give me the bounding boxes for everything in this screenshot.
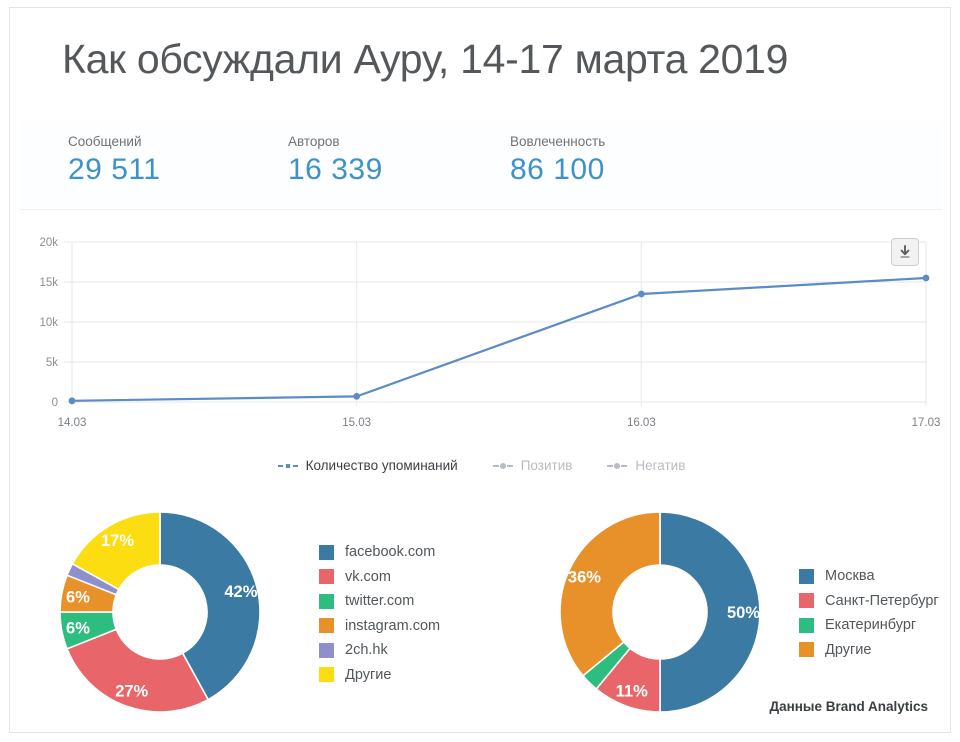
donut-segment[interactable] [559,511,661,677]
sources-donut-chart: 42% 27% 6% 6% 17% [53,505,267,719]
donut-segment-value-label: 27% [115,683,148,701]
legend-item-label: Количество упоминаний [305,458,458,473]
kpi-engagement-label: Вовлеченность [510,134,606,149]
line-chart-plot: 0 5k 10k 15k 20k 14.03 15.03 16.03 17.03 [39,237,941,429]
legend-item-label: vk.com [345,568,391,585]
donut-segment-value-label: 11% [616,683,648,701]
legend-item-label: Екатеринбург [825,617,917,633]
download-icon [900,245,910,258]
legend-color-swatch [319,544,334,560]
legend-item[interactable]: Екатеринбург [799,617,939,633]
legend-item-label: Другие [825,641,872,658]
data-point[interactable] [922,274,930,282]
export-chart-button[interactable] [891,238,919,266]
legend-item-label: Негатив [635,458,686,473]
donut-segment-value-label: 42% [224,583,257,601]
legend-item-label: Позитив [520,458,573,473]
data-point[interactable] [353,393,361,400]
donut-segment-value-label: 17% [101,532,134,550]
donut-segment-value-label: 6% [66,620,90,638]
legend-marker-icon [492,462,513,469]
legend-item-label: facebook.com [345,544,436,560]
legend-item[interactable]: Санкт-Петербург [799,593,939,609]
legend-color-swatch [319,569,334,584]
kpi-authors-label: Авторов [288,134,340,149]
y-axis-tick-label: 0 [52,397,58,409]
y-axis-tick-label: 15k [39,277,58,289]
legend-color-swatch [319,642,334,658]
legend-item-label: Санкт-Петербург [825,592,939,609]
legend-color-swatch [799,593,814,608]
legend-color-swatch [319,667,334,682]
report-card: Как обсуждали Ауру, 14-17 марта 2019 Соо… [9,7,951,733]
legend-item[interactable]: facebook.com [319,544,440,560]
donut-segment[interactable] [659,511,761,713]
donut-segment-value-label: 6% [66,588,90,606]
donut-segment[interactable] [159,511,261,701]
legend-color-swatch [799,642,814,657]
legend-item-label: twitter.com [345,593,415,609]
legend-item[interactable]: 2ch.hk [319,642,440,658]
kpi-messages-value: 29 511 [68,153,161,186]
sources-legend: facebook.com vk.com twitter.com instagram.c… [319,544,440,683]
data-source-note: Данные Brand Analytics [769,699,929,714]
page-title: Как обсуждали Ауру, 14-17 марта 2019 [62,36,789,82]
legend-item-inactive[interactable]: Негатив [606,458,685,473]
legend-item[interactable]: Другие [799,642,939,658]
line-chart-legend: Количество упоминаний Позитив Негатив [20,458,942,473]
x-axis-tick-label: 16.03 [627,417,656,429]
legend-item-label: instagram.com [345,617,441,634]
kpi-authors: Авторов 16 339 [288,134,383,187]
legend-item[interactable]: vk.com [319,569,440,585]
sources-donut-plot: 42% 27% 6% 6% 17% [59,511,261,713]
legend-color-swatch [319,593,334,609]
kpi-engagement-value: 86 100 [510,153,605,186]
legend-item-label: 2ch.hk [345,642,388,658]
kpi-engagement: Вовлеченность 86 100 [510,134,605,187]
series-line-mentions [70,276,928,402]
legend-item-label: Другие [345,666,392,683]
legend-item[interactable]: twitter.com [319,593,440,609]
data-point[interactable] [68,397,76,405]
y-axis-tick-label: 5k [46,357,58,369]
donut-segment[interactable] [65,628,210,713]
legend-color-swatch [319,618,334,633]
kpi-strip: Сообщений 29 511 Авторов 16 339 Вовлечен… [20,121,942,210]
y-axis-tick-label: 20k [39,237,58,249]
legend-item-mentions[interactable]: Количество упоминаний [277,458,458,473]
legend-item[interactable]: instagram.com [319,618,440,634]
legend-color-swatch [799,568,814,584]
x-axis-tick-label: 14.03 [58,417,87,429]
legend-color-swatch [799,617,814,633]
kpi-messages: Сообщений 29 511 [68,134,161,187]
legend-item-label: Москва [825,568,875,584]
legend-item[interactable]: Другие [319,667,440,683]
cities-donut-plot: 50% 11% 36% [559,511,761,713]
x-axis-tick-label: 17.03 [912,417,941,429]
legend-item-inactive[interactable]: Позитив [492,458,573,473]
legend-item[interactable]: Москва [799,568,939,584]
cities-legend: Москва Санкт-Петербург Екатеринбург Другие [799,568,939,658]
y-axis-tick-label: 10k [39,317,58,329]
legend-marker-icon [607,462,628,469]
donut-segment[interactable] [71,511,161,591]
legend-marker-icon [277,463,298,468]
cities-donut-chart: 50% 11% 36% [553,505,767,719]
donut-segment-value-label: 50% [727,604,760,622]
mentions-line-chart: 0 5k 10k 15k 20k 14.03 15.03 16.03 17.03 Количес… [20,220,942,485]
kpi-authors-value: 16 339 [288,153,383,186]
donut-segment-value-label: 36% [568,568,601,586]
kpi-messages-label: Сообщений [68,134,142,149]
x-axis-tick-label: 15.03 [342,417,371,429]
data-point[interactable] [637,290,645,298]
